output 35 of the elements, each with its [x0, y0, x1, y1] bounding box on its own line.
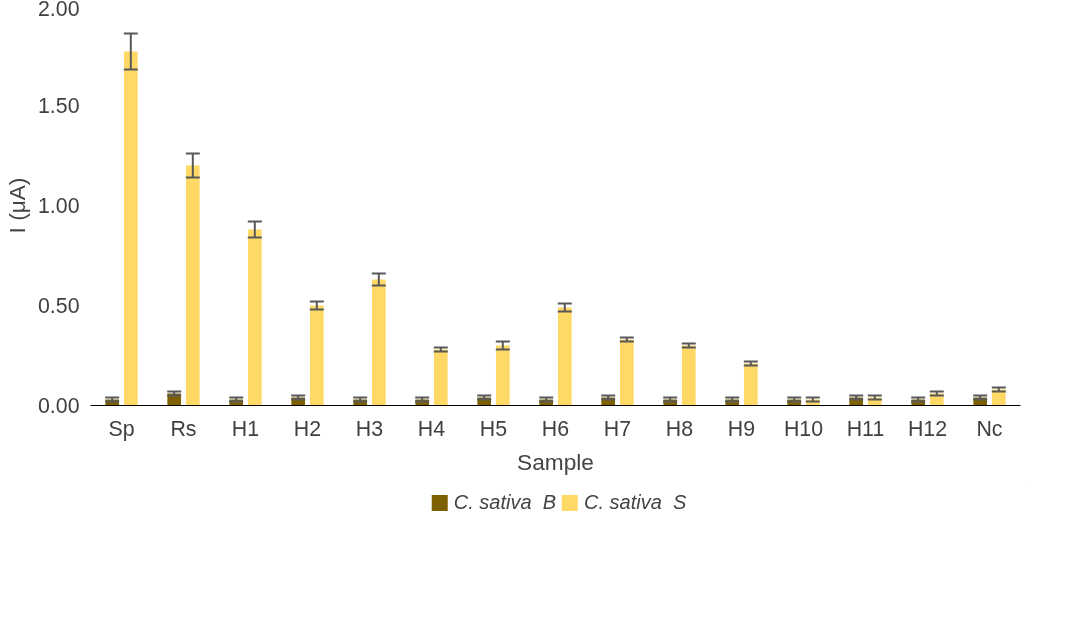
bar [433, 349, 448, 406]
bar [495, 345, 510, 406]
x-tick-label: H1 [231, 416, 260, 441]
x-tick-label: H7 [603, 416, 632, 441]
bar [309, 305, 324, 406]
legend-label: C. sativa B [453, 490, 556, 514]
bar [619, 339, 634, 406]
bar [371, 279, 386, 406]
bar [247, 229, 262, 406]
y-axis-title: I (μA) [3, 177, 30, 234]
x-tick-label: H2 [293, 416, 322, 441]
bar [123, 51, 138, 406]
x-tick-label: H4 [417, 416, 446, 441]
bar [743, 363, 758, 406]
y-tick-label: 1.00 [37, 194, 80, 218]
y-tick-label: 1.50 [37, 94, 80, 118]
x-tick-label: H5 [479, 416, 508, 441]
y-tick-label: 0.00 [37, 394, 80, 418]
x-tick-label: H12 [907, 416, 948, 441]
legend-label: C. sativa S [584, 490, 687, 514]
y-tick-label: 2.00 [37, 0, 80, 21]
x-tick-label: H3 [355, 416, 384, 441]
bar [681, 345, 696, 406]
x-tick-label: Rs [170, 416, 197, 441]
bar [557, 307, 572, 406]
x-tick-label: H9 [727, 416, 756, 441]
bar [185, 165, 200, 406]
x-tick-label: Nc [976, 416, 1003, 441]
x-tick-label: H10 [783, 416, 824, 441]
x-tick-label: H6 [541, 416, 570, 441]
y-tick-label: 0.50 [37, 294, 80, 318]
x-tick-label: H11 [846, 416, 885, 441]
x-tick-label: H8 [665, 416, 694, 441]
x-axis-title: Sample [517, 448, 594, 475]
x-tick-label: Sp [108, 416, 135, 441]
